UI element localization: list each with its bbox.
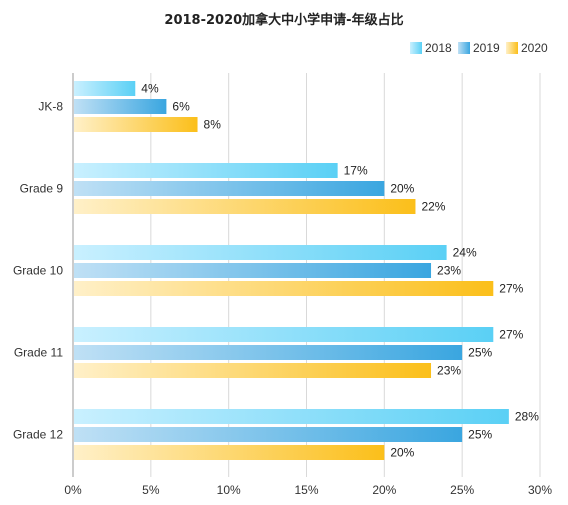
category-label: Grade 9 [20, 182, 64, 196]
x-tick-label: 0% [64, 483, 82, 497]
bar-2020 [74, 199, 416, 214]
category-label: Grade 12 [13, 428, 63, 442]
bar-2019 [74, 181, 385, 196]
legend-swatch [410, 42, 422, 54]
x-tick-label: 20% [372, 483, 396, 497]
x-tick-label: 15% [294, 483, 318, 497]
bar-2020 [74, 445, 385, 460]
category-label: Grade 11 [14, 346, 63, 360]
x-tick-label: 10% [217, 483, 241, 497]
legend-swatch [458, 42, 470, 54]
category-label: Grade 10 [13, 264, 63, 278]
category-label: JK-8 [38, 100, 63, 114]
data-label: 4% [141, 82, 159, 96]
legend-label: 2020 [521, 41, 548, 55]
data-label: 28% [515, 410, 539, 424]
legend-label: 2018 [425, 41, 452, 55]
legend: 2018 2019 2020 [410, 41, 548, 55]
x-tick-label: 30% [528, 483, 552, 497]
bar-2018 [74, 409, 509, 424]
legend-swatch [506, 42, 518, 54]
data-label: 6% [172, 100, 190, 114]
bar-2019 [74, 99, 167, 114]
axis-layer: 0% 5% 10% 15% 20% 25% 30% JK-8 Grade 9 Grade 10 Gr… [13, 100, 552, 498]
chart-title: 2018-2020加拿大中小学申请-年级占比 [164, 13, 404, 28]
bar-layer [74, 81, 509, 460]
bar-2020 [74, 281, 494, 296]
data-label: 27% [499, 328, 523, 342]
data-label: 27% [499, 282, 523, 296]
bar-2019 [74, 263, 432, 278]
data-label: 25% [468, 428, 492, 442]
bar-2020 [74, 117, 198, 132]
data-label: 8% [204, 118, 222, 132]
data-label: 23% [437, 364, 461, 378]
data-label: 23% [437, 264, 461, 278]
legend-label: 2019 [473, 41, 500, 55]
bar-2018 [74, 245, 447, 260]
label-layer: 4% 6% 8% 17% 20% 22% 24% 23% 27% 27% 25% 23% 28% 25% 2… [141, 82, 539, 460]
bar-2018 [74, 327, 494, 342]
bar-2018 [74, 163, 338, 178]
bar-2018 [74, 81, 136, 96]
data-label: 20% [390, 182, 414, 196]
bar-2020 [74, 363, 432, 378]
x-tick-label: 5% [142, 483, 160, 497]
x-tick-label: 25% [450, 483, 474, 497]
bar-2019 [74, 427, 463, 442]
data-label: 20% [390, 446, 414, 460]
data-label: 22% [421, 200, 445, 214]
data-label: 25% [468, 346, 492, 360]
data-label: 24% [453, 246, 477, 260]
bar-2019 [74, 345, 463, 360]
data-label: 17% [344, 164, 368, 178]
